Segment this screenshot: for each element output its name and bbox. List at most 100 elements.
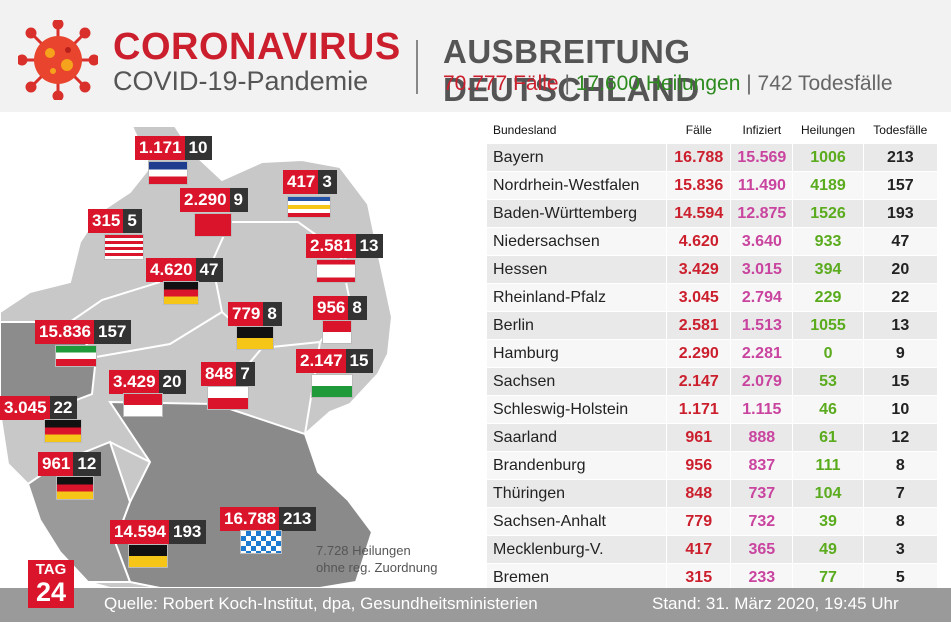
recovered-note: 7.728 Heilungen ohne reg. Zuordnung bbox=[316, 542, 437, 576]
deaths-cell: 5 bbox=[863, 563, 939, 591]
infected-cell: 737 bbox=[730, 479, 794, 508]
source-text: Quelle: Robert Koch-Institut, dpa, Gesun… bbox=[104, 594, 538, 613]
state-name: Thüringen bbox=[487, 479, 668, 508]
table-row: Sachsen-Anhalt 779 732 39 8 bbox=[487, 507, 939, 536]
table-row: Berlin 2.581 1.513 1055 13 bbox=[487, 311, 939, 340]
page-title: CORONAVIRUS bbox=[113, 26, 401, 68]
table-row: Saarland 961 888 61 12 bbox=[487, 423, 939, 452]
map-label-baden-wuerttemberg: 14.594 193 bbox=[110, 520, 207, 544]
state-name: Niedersachsen bbox=[487, 227, 668, 256]
state-name: Berlin bbox=[487, 311, 668, 340]
recovered-cell: 229 bbox=[792, 283, 864, 312]
state-name: Sachsen-Anhalt bbox=[487, 507, 668, 536]
infected-cell: 12.875 bbox=[730, 199, 794, 228]
infected-cell: 1.115 bbox=[730, 395, 794, 424]
table-row: Sachsen 2.147 2.079 53 15 bbox=[487, 367, 939, 396]
map-deaths: 8 bbox=[348, 296, 367, 320]
flag-rheinland-pfalz bbox=[44, 419, 82, 443]
flag-mecklenburg-vorpommern bbox=[287, 196, 331, 218]
map-cases: 14.594 bbox=[110, 520, 169, 544]
infected-cell: 3.640 bbox=[730, 227, 794, 256]
recovered-cell: 1055 bbox=[792, 311, 864, 340]
infected-cell: 1.513 bbox=[730, 311, 794, 340]
map-label-brandenburg: 956 8 bbox=[313, 296, 367, 320]
map-label-bremen: 315 5 bbox=[88, 209, 142, 233]
flag-hessen bbox=[123, 393, 163, 417]
map-deaths: 12 bbox=[73, 452, 102, 476]
stats-separator: | bbox=[564, 72, 570, 95]
table-row: Bayern 16.788 15.569 1006 213 bbox=[487, 143, 939, 172]
recovered-cell: 61 bbox=[792, 423, 864, 452]
infected-cell: 837 bbox=[730, 451, 794, 480]
cases-cell: 848 bbox=[666, 479, 732, 508]
recovered-cell: 53 bbox=[792, 367, 864, 396]
state-name: Nordrhein-Westfalen bbox=[487, 171, 668, 200]
deaths-cell: 20 bbox=[863, 255, 939, 284]
map-deaths: 20 bbox=[158, 370, 187, 394]
stats-separator: | bbox=[746, 72, 752, 95]
map-deaths: 22 bbox=[49, 396, 78, 420]
recovered-cell: 46 bbox=[792, 395, 864, 424]
infected-cell: 2.794 bbox=[730, 283, 794, 312]
infected-cell: 888 bbox=[730, 423, 794, 452]
deaths-cell: 8 bbox=[863, 507, 939, 536]
deaths-cell: 3 bbox=[863, 535, 939, 564]
map-label-nordrhein-westfalen: 15.836 157 bbox=[35, 320, 132, 344]
recovered-cell: 49 bbox=[792, 535, 864, 564]
infected-cell: 233 bbox=[730, 563, 794, 591]
map-label-schleswig-holstein: 1.171 10 bbox=[135, 136, 213, 160]
map-cases: 3.429 bbox=[109, 370, 159, 394]
cases-cell: 15.836 bbox=[666, 171, 732, 200]
recovered-cell: 39 bbox=[792, 507, 864, 536]
deaths-cell: 12 bbox=[863, 423, 939, 452]
recovered-cell: 1526 bbox=[792, 199, 864, 228]
col-header-bundesland: Bundesland bbox=[487, 117, 668, 144]
map-cases: 848 bbox=[201, 362, 237, 386]
deaths-cell: 8 bbox=[863, 451, 939, 480]
cases-cell: 2.147 bbox=[666, 367, 732, 396]
flag-bremen bbox=[104, 234, 144, 260]
total-recovered: 17.600 Heilungen bbox=[575, 72, 741, 95]
map-deaths: 5 bbox=[123, 209, 142, 233]
cases-cell: 14.594 bbox=[666, 199, 732, 228]
flag-brandenburg bbox=[322, 320, 352, 344]
map-label-berlin: 2.581 13 bbox=[306, 234, 384, 258]
map-cases: 16.788 bbox=[220, 507, 279, 531]
header-divider bbox=[416, 40, 418, 94]
infected-cell: 732 bbox=[730, 507, 794, 536]
map-cases: 956 bbox=[313, 296, 349, 320]
flag-bayern bbox=[240, 530, 282, 554]
deaths-cell: 193 bbox=[863, 199, 939, 228]
map-deaths: 213 bbox=[279, 507, 317, 531]
recovered-cell: 104 bbox=[792, 479, 864, 508]
infected-cell: 365 bbox=[730, 535, 794, 564]
map-label-hamburg: 2.290 9 bbox=[180, 188, 249, 212]
map-label-thueringen: 848 7 bbox=[201, 362, 255, 386]
summary-stats: 70.777 Fälle | 17.600 Heilungen | 742 To… bbox=[443, 72, 893, 96]
map-cases: 417 bbox=[283, 170, 319, 194]
col-header-heilungen: Heilungen bbox=[792, 117, 864, 144]
map-label-niedersachsen: 4.620 47 bbox=[146, 258, 224, 282]
recovered-cell: 0 bbox=[792, 339, 864, 368]
map-cases: 2.581 bbox=[306, 234, 356, 258]
total-deaths: 742 Todesfälle bbox=[757, 72, 893, 95]
table-row: Hessen 3.429 3.015 394 20 bbox=[487, 255, 939, 284]
table-row: Bremen 315 233 77 5 bbox=[487, 563, 939, 591]
infected-cell: 2.079 bbox=[730, 367, 794, 396]
timestamp-text: Stand: 31. März 2020, 19:45 Uhr bbox=[652, 594, 899, 613]
logo-line1: TAG bbox=[35, 561, 67, 578]
state-name: Sachsen bbox=[487, 367, 668, 396]
map-cases: 15.836 bbox=[35, 320, 94, 344]
table-row: Baden-Württemberg 14.594 12.875 1526 193 bbox=[487, 199, 939, 228]
state-name: Hessen bbox=[487, 255, 668, 284]
flag-baden-wuerttemberg bbox=[128, 544, 168, 568]
infected-cell: 15.569 bbox=[730, 143, 794, 172]
map-deaths: 157 bbox=[94, 320, 132, 344]
recovered-cell: 4189 bbox=[792, 171, 864, 200]
state-name: Rheinland-Pfalz bbox=[487, 283, 668, 312]
states-table: Bundesland Fälle Infiziert Heilungen Tod… bbox=[487, 117, 939, 591]
total-cases: 70.777 Fälle bbox=[443, 72, 559, 95]
col-header-faelle: Fälle bbox=[666, 117, 732, 144]
logo-line2: 24 bbox=[35, 577, 67, 607]
deaths-cell: 7 bbox=[863, 479, 939, 508]
